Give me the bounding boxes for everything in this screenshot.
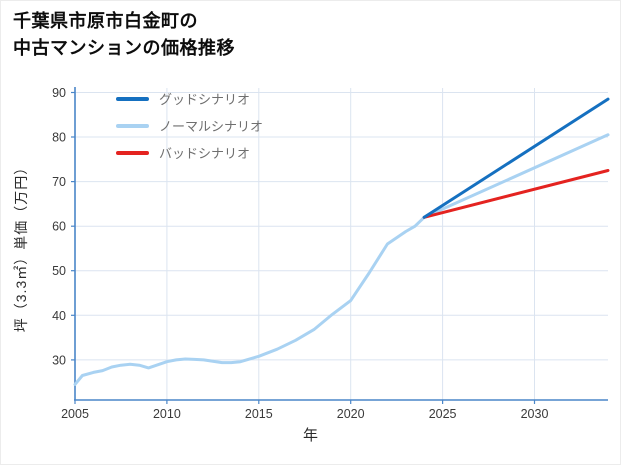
- x-tick-label: 2015: [245, 407, 273, 421]
- y-tick-label: 70: [52, 175, 66, 189]
- x-tick-label: 2005: [61, 407, 89, 421]
- x-tick-label: 2025: [429, 407, 457, 421]
- legend-label-normal: ノーマルシナリオ: [159, 119, 264, 134]
- y-tick-label: 90: [52, 86, 66, 100]
- series-line-normal: [73, 133, 610, 386]
- legend-swatch-normal: [116, 123, 149, 128]
- y-axis-label: 坪（3.3㎡）単価（万円）: [13, 159, 29, 333]
- legend-swatch-good: [116, 96, 149, 101]
- legend-label-good: グッドシナリオ: [159, 92, 251, 107]
- legend-label-bad: バッドシナリオ: [159, 146, 251, 161]
- chart-title: 千葉県市原市白金町の 中古マンションの価格推移: [13, 8, 235, 62]
- legend-item-bad-scenario: バッドシナリオ: [116, 144, 263, 161]
- y-tick-label: 40: [52, 309, 66, 323]
- y-tick-label: 30: [52, 353, 66, 367]
- chart-title-line1: 千葉県市原市白金町の: [13, 11, 198, 31]
- y-tick-label: 60: [52, 220, 66, 234]
- y-tick-label: 50: [52, 264, 66, 278]
- x-tick-label: 2020: [337, 407, 365, 421]
- x-axis-label: 年: [302, 427, 318, 444]
- series-line-good: [422, 97, 610, 219]
- x-tick-label: 2030: [521, 407, 549, 421]
- legend-swatch-bad: [116, 150, 149, 155]
- y-tick-label: 80: [52, 131, 66, 145]
- legend: グッドシナリオ ノーマルシナリオ バッドシナリオ: [116, 90, 263, 161]
- legend-item-good-scenario: グッドシナリオ: [116, 90, 263, 107]
- chart-title-line2: 中古マンションの価格推移: [13, 38, 235, 58]
- x-tick-label: 2010: [153, 407, 181, 421]
- series-line-bad: [422, 169, 610, 219]
- legend-item-normal-scenario: ノーマルシナリオ: [116, 117, 263, 134]
